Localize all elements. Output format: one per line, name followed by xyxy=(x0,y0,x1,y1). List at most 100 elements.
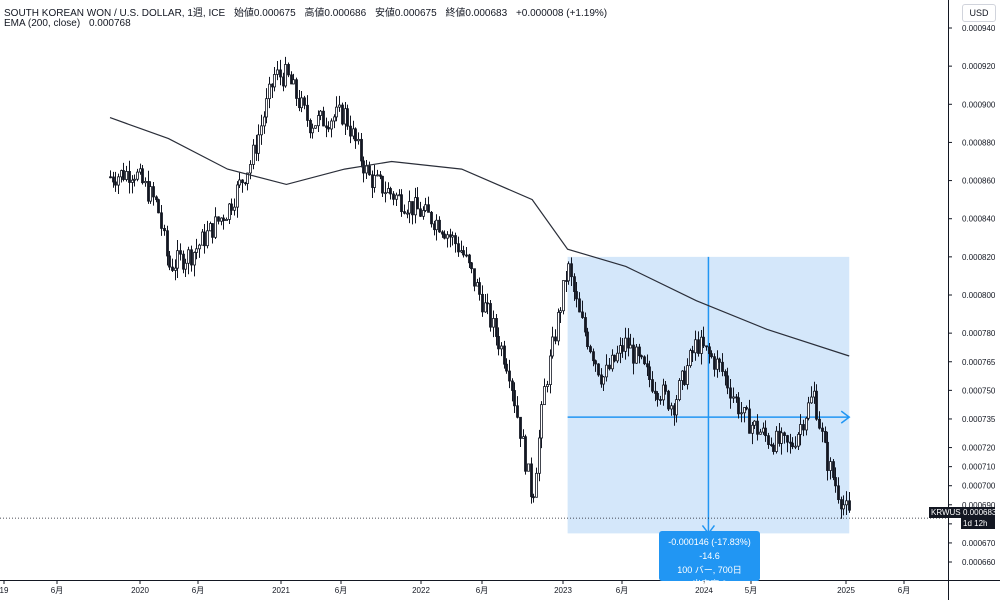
legend-ema-label[interactable]: EMA (200, close) xyxy=(4,18,81,29)
candle-body xyxy=(141,168,144,184)
candle-body xyxy=(821,427,824,432)
candle-body xyxy=(335,106,338,118)
candle-body xyxy=(379,174,382,177)
candle-body xyxy=(325,125,328,128)
candle-body xyxy=(238,179,241,186)
candle-body xyxy=(166,230,169,257)
candle-body xyxy=(616,352,619,362)
candle-body xyxy=(357,138,360,142)
price-tick-label: 0.000670 xyxy=(962,539,996,548)
candle-body xyxy=(276,69,279,75)
candle-body xyxy=(710,353,713,358)
candle-body xyxy=(678,380,681,401)
candle-body xyxy=(602,376,605,385)
candle-body xyxy=(697,339,700,354)
legend-symbol[interactable]: SOUTH KOREAN WON / U.S. DOLLAR, 1週, ICE xyxy=(4,8,226,19)
candle-body xyxy=(338,104,341,108)
candle-body xyxy=(317,115,320,127)
candle-body xyxy=(422,210,425,217)
candle-body xyxy=(295,79,298,99)
candle-body xyxy=(193,252,196,266)
time-tick-label: 2025 xyxy=(837,586,855,595)
candle-body xyxy=(638,346,641,357)
ema-layer xyxy=(109,117,850,357)
candle-body xyxy=(287,64,290,76)
candle-body xyxy=(454,235,457,245)
candle-body xyxy=(691,350,694,354)
ema-200-line xyxy=(109,117,850,357)
candle-body xyxy=(268,83,271,100)
candle-body xyxy=(284,64,287,87)
candle-body xyxy=(419,208,422,217)
candle-body xyxy=(584,317,587,333)
candle-body xyxy=(791,442,794,448)
candle-body xyxy=(300,97,303,109)
candle-body xyxy=(263,116,266,127)
time-tick-label: 2024 xyxy=(695,586,713,595)
candle-body xyxy=(265,98,268,118)
candle-body xyxy=(651,379,654,392)
candle-body xyxy=(815,390,818,420)
time-tick-label: 5月 xyxy=(745,586,757,595)
price-tick-label: 0.000690 xyxy=(962,501,996,510)
candle-body xyxy=(654,390,657,394)
candle-body xyxy=(559,310,562,313)
candle-body xyxy=(330,120,333,130)
candle-body xyxy=(718,358,721,363)
measure-line-2: 100 バー, 700日 xyxy=(677,565,742,575)
candle-body xyxy=(190,249,193,266)
candle-body xyxy=(551,336,554,357)
candle-body xyxy=(786,435,789,443)
price-tick-label: 0.000720 xyxy=(962,444,996,453)
price-tick-label: 0.000765 xyxy=(962,358,996,367)
candle-body xyxy=(759,431,762,435)
legend-ema-value: 0.000768 xyxy=(88,18,131,29)
price-tick-label: 0.000700 xyxy=(962,482,996,491)
candle-body xyxy=(236,184,239,208)
candle-body xyxy=(462,250,465,256)
candle-body xyxy=(187,249,190,264)
legend-low: 安値0.000675 xyxy=(374,8,437,19)
candle-body xyxy=(511,380,514,391)
candle-body xyxy=(411,201,414,216)
candle-body xyxy=(586,331,589,348)
candle-body xyxy=(478,282,481,295)
candle-body xyxy=(656,393,659,400)
candle-body xyxy=(389,188,392,195)
candle-body xyxy=(468,254,471,264)
candle-body xyxy=(664,384,667,392)
candle-body xyxy=(217,216,220,222)
candle-body xyxy=(349,125,352,137)
candle-body xyxy=(381,175,384,194)
candle-body xyxy=(457,243,460,253)
price-tick-label: 0.000920 xyxy=(962,62,996,71)
candle-body xyxy=(306,104,309,121)
candle-body xyxy=(629,344,632,349)
candle-body xyxy=(133,178,136,181)
candle-body xyxy=(621,345,624,352)
candle-body xyxy=(505,363,508,372)
candle-body xyxy=(745,407,748,410)
candle-body xyxy=(611,354,614,370)
candle-body xyxy=(225,219,228,221)
candle-body xyxy=(131,179,134,183)
currency-button[interactable]: USD xyxy=(962,4,996,22)
price-tick-label: 0.000750 xyxy=(962,386,996,395)
candle-body xyxy=(354,128,357,142)
candle-body xyxy=(689,350,692,367)
candle-body xyxy=(632,344,635,364)
candle-body xyxy=(570,263,573,278)
candle-body xyxy=(136,171,139,180)
candle-body xyxy=(368,165,371,176)
candle-body xyxy=(848,500,851,511)
time-tick-label: 2023 xyxy=(554,586,572,595)
candle-body xyxy=(314,125,317,129)
candle-body xyxy=(694,339,697,354)
candle-body xyxy=(441,231,444,235)
time-tick-label: 2022 xyxy=(412,586,430,595)
candle-body xyxy=(818,418,821,429)
candle-body xyxy=(112,176,115,183)
